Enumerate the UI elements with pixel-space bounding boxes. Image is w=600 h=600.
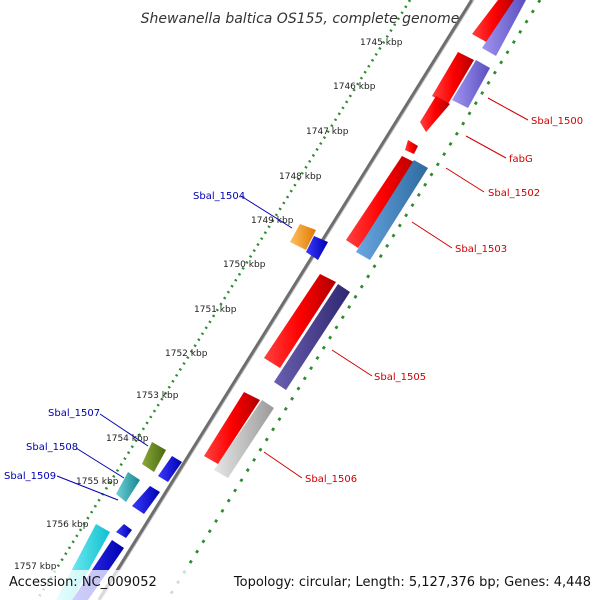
tick-track-inner <box>165 0 542 600</box>
tick-label: 1755 kbp <box>76 477 119 487</box>
accession-text: Accession: NC_009052 <box>9 575 157 590</box>
gene-arrow-grey <box>214 400 274 478</box>
tick-label: 1754 kbp <box>106 434 149 444</box>
gene-label[interactable]: Sbal_1504 <box>193 191 245 202</box>
gene-label[interactable]: Sbal_1506 <box>305 474 357 485</box>
footer-backdrop <box>0 570 600 600</box>
gene-label[interactable]: Sbal_1500 <box>531 116 583 127</box>
tick-track-outer <box>35 0 412 600</box>
gene-arrow-lavender <box>452 60 490 108</box>
leader-line <box>75 447 125 479</box>
gene-arrow-red <box>405 140 418 154</box>
gene-arrow-lavender <box>482 0 526 56</box>
gene-label[interactable]: Sbal_1503 <box>455 244 507 255</box>
genome-backbone-highlight <box>100 0 475 600</box>
gene-label[interactable]: fabG <box>509 154 533 165</box>
tick-label: 1749 kbp <box>251 216 294 226</box>
gene-arrow-blue <box>158 456 182 482</box>
genes <box>56 0 526 600</box>
leader-line <box>411 221 453 249</box>
gene-arrow-orange <box>290 224 316 250</box>
gene-arrow-red <box>346 156 418 248</box>
gene-labels-left: Sbal_1504 Sbal_1507 Sbal_1508 Sbal_1509 <box>4 191 245 482</box>
leader-line <box>99 413 149 447</box>
tick-labels: 1745 kbp 1746 kbp 1747 kbp 1748 kbp 1749… <box>14 38 403 572</box>
leader-line <box>445 167 485 193</box>
leader-line <box>263 451 303 479</box>
tick-label: 1748 kbp <box>279 172 322 182</box>
gene-label[interactable]: Sbal_1507 <box>48 408 100 419</box>
topology-summary: Topology: circular; Length: 5,127,376 bp… <box>233 575 591 590</box>
leader-lines <box>56 97 529 501</box>
tick-label: 1746 kbp <box>333 82 376 92</box>
gene-arrow-teal <box>116 472 140 502</box>
gene-label[interactable]: Sbal_1505 <box>374 372 426 383</box>
genome-backbone <box>97 0 474 600</box>
tick-label: 1745 kbp <box>360 38 403 48</box>
tick-label: 1753 kbp <box>136 391 179 401</box>
gene-arrow-blue <box>306 236 328 260</box>
leader-line <box>240 195 293 229</box>
gene-label[interactable]: Sbal_1508 <box>26 442 78 453</box>
gene-arrow-red <box>420 96 450 132</box>
gene-labels-right: Sbal_1500 fabG Sbal_1502 Sbal_1503 Sbal_… <box>305 116 583 485</box>
tick-label: 1750 kbp <box>223 260 266 270</box>
gene-arrow-blue <box>132 486 160 514</box>
tick-label: 1756 kbp <box>46 520 89 530</box>
tick-label: 1751 kbp <box>194 305 237 315</box>
map-title: Shewanella baltica OS155, complete genom… <box>141 11 460 27</box>
leader-line <box>487 97 529 121</box>
gene-arrow-steel <box>356 160 428 260</box>
gene-label[interactable]: Sbal_1509 <box>4 471 56 482</box>
tick-label: 1752 kbp <box>165 349 208 359</box>
leader-line <box>56 475 119 501</box>
gene-label[interactable]: Sbal_1502 <box>488 188 540 199</box>
gene-arrow-olive <box>142 442 166 472</box>
gene-arrow-red <box>204 392 260 464</box>
tick-label: 1757 kbp <box>14 562 57 572</box>
leader-line <box>331 349 373 377</box>
tick-label: 1747 kbp <box>306 127 349 137</box>
leader-line <box>465 135 507 159</box>
gene-arrow-indigo <box>274 284 350 390</box>
gene-arrow-red <box>264 274 336 368</box>
gene-arrow-red <box>432 52 474 104</box>
gene-arrow-red <box>472 0 516 44</box>
gene-arrow-blue <box>116 524 132 538</box>
